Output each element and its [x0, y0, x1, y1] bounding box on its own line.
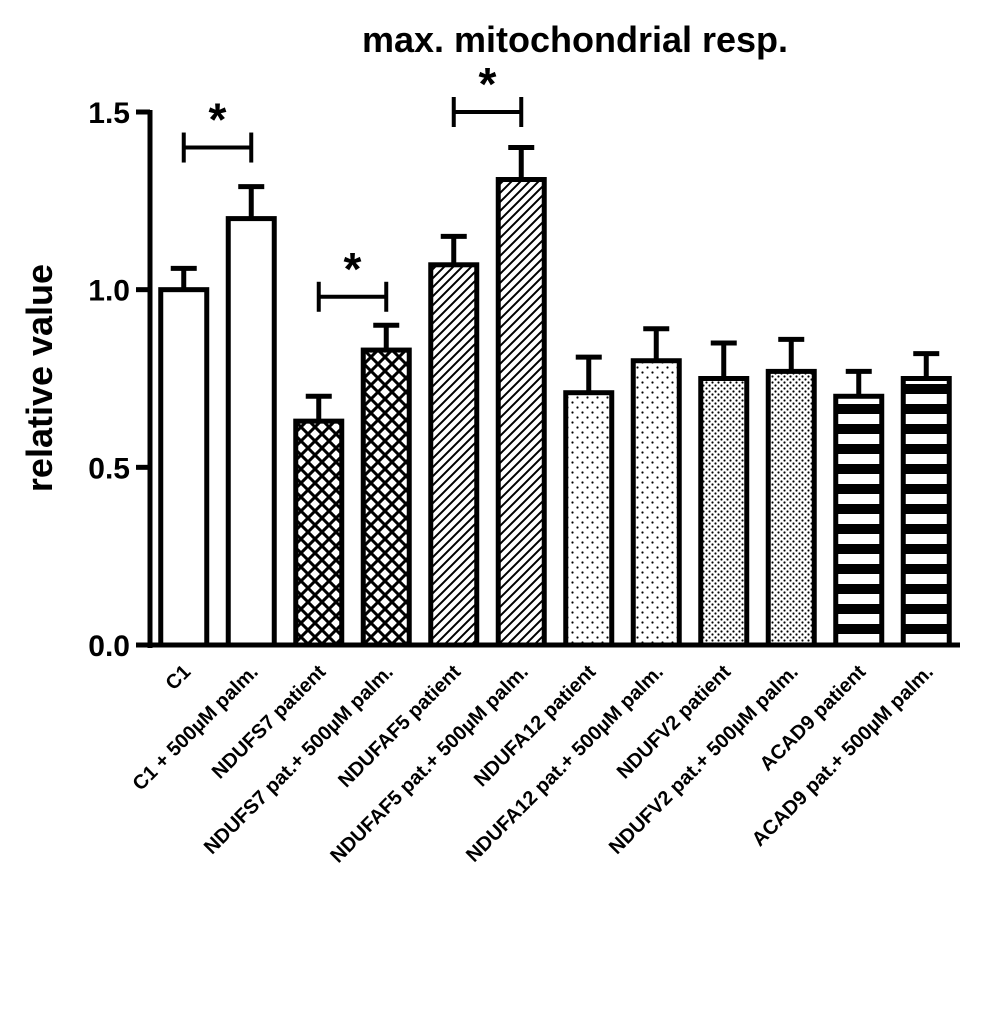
y-tick-label: 1.5 — [88, 97, 130, 130]
chart-title: max. mitochondrial resp. — [362, 19, 788, 60]
x-tick-label: NDUFS7 patient — [208, 661, 331, 784]
y-tick-label: 0.5 — [88, 452, 130, 485]
significance-star: * — [344, 243, 362, 295]
bars — [158, 145, 952, 648]
x-tick-label: NDUFV2 patient — [613, 661, 736, 784]
bar — [293, 418, 345, 648]
bar — [833, 393, 885, 648]
significance-star: * — [479, 58, 497, 110]
bar — [428, 262, 480, 648]
bar — [495, 177, 547, 648]
bar — [698, 376, 750, 648]
x-tick-label: NDUFA12 patient — [470, 661, 601, 792]
bar — [630, 358, 682, 648]
axes: 0.0 0.5 1.0 1.5 — [88, 97, 960, 663]
significance-markers: * * * — [181, 58, 524, 312]
bar — [765, 368, 817, 648]
y-axis-label: relative value — [19, 264, 60, 492]
x-tick-label: C1 + 500µM palm. — [129, 661, 263, 795]
bar — [158, 287, 210, 648]
bar — [360, 347, 412, 648]
x-tick-label: C1 — [162, 661, 196, 695]
y-tick-label: 1.0 — [88, 275, 130, 308]
x-tick-label: NDUFAF5 patient — [334, 661, 465, 792]
bar — [563, 390, 615, 648]
significance-star: * — [209, 94, 227, 146]
bar — [225, 216, 277, 648]
bar — [900, 376, 952, 648]
y-tick-label: 0.0 — [88, 630, 130, 663]
